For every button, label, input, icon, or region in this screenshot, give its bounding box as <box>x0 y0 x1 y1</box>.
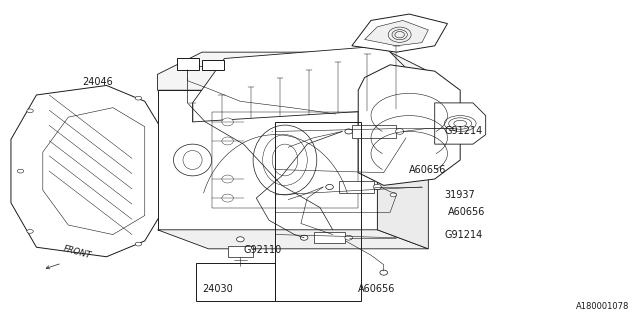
Ellipse shape <box>396 129 404 134</box>
Polygon shape <box>193 46 409 122</box>
Polygon shape <box>378 71 428 249</box>
Ellipse shape <box>173 144 212 176</box>
Text: A60656: A60656 <box>358 284 396 294</box>
Ellipse shape <box>253 125 317 195</box>
Ellipse shape <box>222 118 234 126</box>
Polygon shape <box>157 52 428 90</box>
Ellipse shape <box>373 184 381 189</box>
Text: G92110: G92110 <box>244 245 282 255</box>
Ellipse shape <box>222 175 234 183</box>
Ellipse shape <box>345 235 353 240</box>
Text: 31937: 31937 <box>444 190 475 200</box>
Polygon shape <box>358 65 460 185</box>
Polygon shape <box>365 20 428 46</box>
Polygon shape <box>435 103 486 144</box>
Polygon shape <box>314 232 346 244</box>
Ellipse shape <box>17 169 24 173</box>
Ellipse shape <box>135 96 141 100</box>
Ellipse shape <box>380 270 388 275</box>
Ellipse shape <box>222 194 234 202</box>
Polygon shape <box>352 125 396 138</box>
Bar <box>275 122 362 301</box>
Polygon shape <box>43 108 145 235</box>
Text: A180001078: A180001078 <box>575 302 629 311</box>
Text: G91214: G91214 <box>444 126 483 136</box>
Ellipse shape <box>222 137 234 145</box>
Text: A60656: A60656 <box>447 207 485 217</box>
Bar <box>196 263 275 301</box>
Ellipse shape <box>135 242 141 246</box>
Text: FRONT: FRONT <box>62 244 92 260</box>
Ellipse shape <box>326 184 333 189</box>
Ellipse shape <box>390 193 396 197</box>
Text: 24046: 24046 <box>82 77 113 87</box>
Text: 24030: 24030 <box>202 284 233 294</box>
Polygon shape <box>157 90 378 230</box>
Polygon shape <box>339 181 374 193</box>
Ellipse shape <box>300 235 308 240</box>
Polygon shape <box>177 59 199 69</box>
Text: G91214: G91214 <box>444 229 483 240</box>
Polygon shape <box>202 60 225 69</box>
Ellipse shape <box>345 129 353 134</box>
Polygon shape <box>352 14 447 52</box>
Polygon shape <box>228 246 253 257</box>
Polygon shape <box>11 85 164 257</box>
Text: A60656: A60656 <box>409 164 447 174</box>
Ellipse shape <box>237 237 244 242</box>
Ellipse shape <box>27 229 33 233</box>
Ellipse shape <box>27 109 33 113</box>
Polygon shape <box>157 230 428 249</box>
